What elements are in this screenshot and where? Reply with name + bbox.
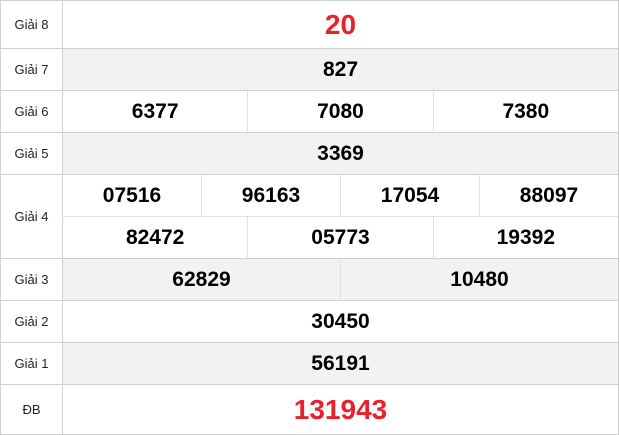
number-row: 6377 7080 7380 bbox=[63, 91, 618, 132]
prize-row: Giải 2 30450 bbox=[1, 301, 619, 343]
number-row: 827 bbox=[63, 49, 618, 90]
prize-numbers: 56191 bbox=[63, 343, 619, 384]
prize-row: Giải 5 3369 bbox=[1, 133, 619, 175]
prize-row: Giải 6 6377 7080 7380 bbox=[1, 91, 619, 133]
prize-label: Giải 3 bbox=[1, 259, 63, 300]
number-row: 07516 96163 17054 88097 bbox=[63, 175, 618, 216]
winning-number: 88097 bbox=[479, 175, 618, 216]
prize-row: ĐB 131943 bbox=[1, 385, 619, 435]
prize-numbers: 20 bbox=[63, 1, 619, 48]
winning-number: 827 bbox=[322, 57, 359, 81]
prize-label: ĐB bbox=[1, 385, 63, 434]
number-row: 82472 05773 19392 bbox=[63, 216, 618, 258]
prize-row: Giải 3 62829 10480 bbox=[1, 259, 619, 301]
winning-number: 17054 bbox=[340, 175, 479, 216]
winning-number: 05773 bbox=[247, 217, 432, 258]
prize-numbers: 131943 bbox=[63, 385, 619, 434]
winning-number: 131943 bbox=[293, 393, 388, 425]
prize-row: Giải 1 56191 bbox=[1, 343, 619, 385]
prize-numbers: 07516 96163 17054 88097 82472 05773 19392 bbox=[63, 175, 619, 258]
prize-row: Giải 4 07516 96163 17054 88097 82472 05773 1939… bbox=[1, 175, 619, 259]
prize-numbers: 30450 bbox=[63, 301, 619, 342]
prize-label: Giải 7 bbox=[1, 49, 63, 90]
winning-number: 3369 bbox=[317, 141, 364, 165]
prize-label: Giải 2 bbox=[1, 301, 63, 342]
number-row: 30450 bbox=[63, 301, 618, 342]
winning-number: 07516 bbox=[102, 183, 162, 207]
prize-numbers: 6377 7080 7380 bbox=[63, 91, 619, 132]
winning-number: 19392 bbox=[432, 217, 618, 258]
number-row: 56191 bbox=[63, 343, 618, 384]
prize-label: Giải 4 bbox=[1, 175, 63, 258]
winning-number: 7080 bbox=[247, 91, 432, 132]
number-row: 20 bbox=[63, 1, 618, 48]
winning-number: 20 bbox=[324, 8, 357, 40]
winning-number: 96163 bbox=[201, 175, 340, 216]
winning-number: 30450 bbox=[311, 309, 370, 333]
prize-label: Giải 1 bbox=[1, 343, 63, 384]
prize-label: Giải 5 bbox=[1, 133, 63, 174]
winning-number: 6377 bbox=[131, 99, 179, 123]
number-row: 3369 bbox=[63, 133, 618, 174]
winning-number: 82472 bbox=[125, 225, 185, 249]
prize-row: Giải 8 20 bbox=[1, 1, 619, 49]
winning-number: 62829 bbox=[172, 267, 231, 291]
prize-numbers: 3369 bbox=[63, 133, 619, 174]
winning-number: 56191 bbox=[311, 351, 370, 375]
number-row: 62829 10480 bbox=[63, 259, 618, 300]
prize-numbers: 827 bbox=[63, 49, 619, 90]
prize-label: Giải 6 bbox=[1, 91, 63, 132]
prize-numbers: 62829 10480 bbox=[63, 259, 619, 300]
winning-number: 7380 bbox=[432, 91, 618, 132]
prize-row: Giải 7 827 bbox=[1, 49, 619, 91]
number-row: 131943 bbox=[63, 385, 618, 434]
winning-number: 10480 bbox=[340, 259, 618, 300]
prize-label: Giải 8 bbox=[1, 1, 63, 48]
